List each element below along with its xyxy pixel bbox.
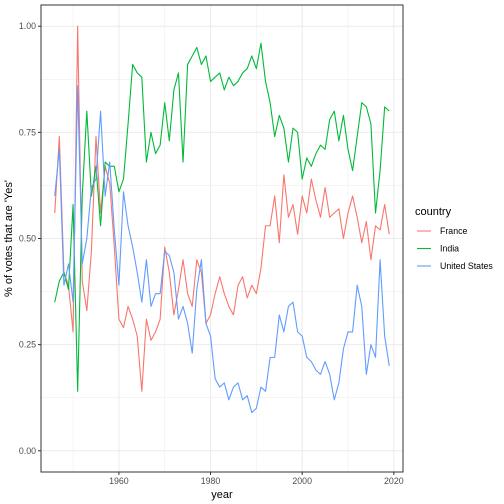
series-line-france [54,25,390,392]
legend-item-france-label: France [440,226,467,236]
y-axis: 0.00 0.25 0.50 0.75 1.00 [19,21,41,456]
legend-item-india-label: India [440,244,459,254]
y-tick-label: 1.00 [19,21,36,31]
y-tick-label: 0.75 [19,127,36,137]
x-tick-label: 1960 [109,476,129,486]
y-tick-label: 0.50 [19,234,36,244]
grid-lines [41,5,403,472]
legend-item-united-states-label: United States [440,261,493,271]
x-tick-label: 2020 [384,476,404,486]
legend-title: country [415,206,452,218]
y-axis-title: % of votes that are 'Yes' [3,180,15,297]
x-tick-label: 1980 [201,476,221,486]
series-line-united-states [54,85,390,414]
legend: country France India United States [415,206,493,271]
plot-panel [40,4,404,473]
x-tick-label: 2000 [292,476,312,486]
y-tick-label: 0.25 [19,340,36,350]
series-lines [54,25,390,414]
x-axis-title: year [211,489,233,501]
x-axis: 1960 1980 2000 2020 [109,472,404,486]
y-tick-label: 0.00 [19,446,36,456]
legend-items: France India United States [417,226,493,271]
